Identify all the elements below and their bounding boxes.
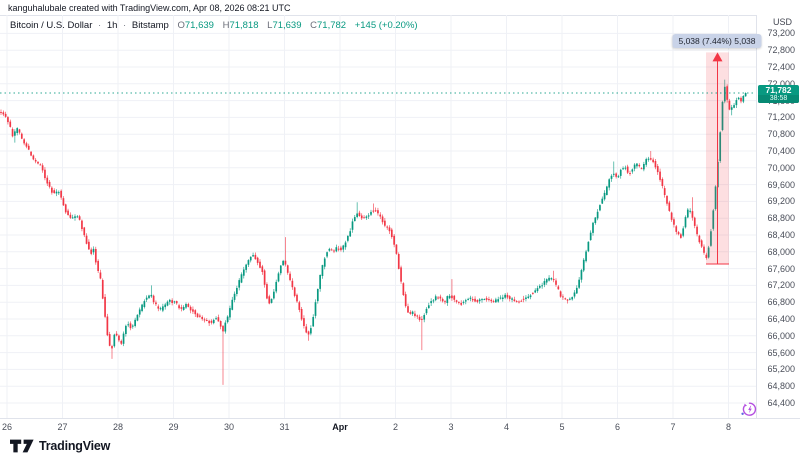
price-tick-label: 68,400 bbox=[767, 230, 795, 240]
price-tick-label: 73,200 bbox=[767, 28, 795, 39]
time-tick-label: 4 bbox=[503, 422, 510, 432]
open-value: 71,639 bbox=[184, 20, 214, 31]
time-tick-label: 30 bbox=[223, 422, 235, 432]
price-tick-label: 67,200 bbox=[767, 280, 795, 291]
price-range-label[interactable]: 5,038 (7.44%) 5,038 bbox=[672, 34, 762, 48]
price-tick-label: 69,600 bbox=[767, 179, 795, 190]
price-tick-label: 70,000 bbox=[767, 162, 795, 173]
price-tick-label: 69,200 bbox=[767, 196, 795, 207]
legend-separator: · bbox=[123, 20, 127, 31]
time-tick-label: 5 bbox=[559, 422, 565, 432]
attribution-bar: kanguhalubale created with TradingView.c… bbox=[0, 0, 800, 15]
legend-separator: · bbox=[98, 20, 102, 31]
time-tick-label: 26 bbox=[1, 422, 13, 432]
tradingview-logo[interactable]: TradingView bbox=[10, 439, 110, 453]
price-tick-label: 66,400 bbox=[767, 313, 795, 324]
tradingview-mark-icon bbox=[10, 439, 34, 453]
time-tick-label: 28 bbox=[112, 422, 124, 432]
price-tick-label: 72,800 bbox=[767, 45, 795, 56]
price-tick-label: 70,400 bbox=[767, 146, 795, 156]
low-key: L bbox=[267, 20, 273, 31]
currency-label: USD bbox=[772, 17, 792, 27]
price-tick-label: 71,200 bbox=[767, 112, 795, 123]
close-key: C bbox=[310, 20, 318, 31]
price-tick-label: 68,000 bbox=[767, 246, 795, 257]
footer-bar: TradingView bbox=[0, 433, 800, 461]
high-key: H bbox=[222, 20, 230, 31]
price-tick-label: 64,400 bbox=[767, 397, 795, 408]
price-tick-label: 66,800 bbox=[767, 297, 795, 308]
time-tick-label: 7 bbox=[670, 422, 676, 432]
price-tick-label: 68,800 bbox=[767, 213, 795, 224]
grid-lines bbox=[0, 15, 756, 418]
price-tick-label: 64,800 bbox=[767, 381, 795, 392]
price-tick-label: 65,200 bbox=[767, 364, 795, 375]
time-tick-label: 3 bbox=[448, 422, 454, 432]
bar-countdown: 38:58 bbox=[758, 95, 799, 103]
time-tick-label: 6 bbox=[614, 422, 621, 432]
price-tick-label: 67,600 bbox=[767, 263, 795, 274]
time-tick-label: 31 bbox=[279, 422, 290, 432]
candlestick-series bbox=[0, 79, 747, 385]
top-separator bbox=[0, 15, 800, 16]
high-value: 71,818 bbox=[229, 20, 259, 31]
price-range-measurement[interactable] bbox=[706, 52, 729, 265]
low-value: 71,639 bbox=[272, 20, 302, 31]
time-tick-label: Apr bbox=[332, 422, 348, 432]
price-tick-label: 72,000 bbox=[767, 78, 795, 89]
time-tick-label: 8 bbox=[725, 422, 732, 432]
last-price-value: 71,782 bbox=[765, 85, 792, 95]
symbol-title[interactable]: Bitcoin / U.S. Dollar bbox=[10, 20, 93, 31]
time-tick-label: 2 bbox=[392, 422, 399, 432]
price-tick-label: 70,800 bbox=[767, 129, 795, 140]
time-scale[interactable]: 26 27 28 29 30 31 Apr 2 3 4 5 6 7 8 bbox=[0, 418, 800, 434]
attribution-text: kanguhalubale created with TradingView.c… bbox=[8, 3, 291, 13]
price-tick-label: 66,000 bbox=[767, 330, 795, 341]
candlestick-chart[interactable] bbox=[0, 15, 756, 418]
price-tick-label: 65,600 bbox=[767, 347, 795, 358]
lightning-circle-icon[interactable] bbox=[740, 401, 759, 418]
last-price-badge: 71,782 38:58 bbox=[758, 85, 799, 103]
time-tick-label: 27 bbox=[57, 422, 68, 432]
interval-label[interactable]: 1h bbox=[106, 20, 118, 31]
change-value: +145 (+0.20%) bbox=[354, 20, 418, 31]
price-scale[interactable]: USD 73,20072,80072,40072,00071,60071,200… bbox=[756, 15, 800, 433]
exchange-label[interactable]: Bitstamp bbox=[131, 20, 169, 31]
symbol-legend[interactable]: Bitcoin / U.S. Dollar · 1h · Bitstamp O7… bbox=[10, 20, 418, 31]
close-value: 71,782 bbox=[317, 20, 347, 31]
open-key: O bbox=[177, 20, 185, 31]
price-tick-label: 72,400 bbox=[767, 62, 795, 72]
tradingview-logo-text: TradingView bbox=[39, 439, 111, 453]
time-tick-label: 29 bbox=[168, 422, 179, 432]
